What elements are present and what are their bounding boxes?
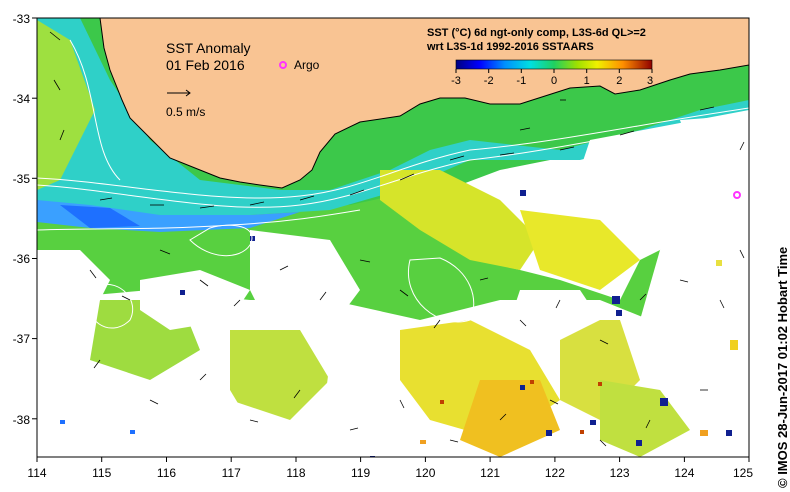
map-title: SST Anomaly bbox=[166, 40, 251, 56]
lon-tick-label: 122 bbox=[545, 466, 565, 480]
ssh-contours bbox=[37, 39, 749, 329]
lon-tick-label: 123 bbox=[610, 466, 630, 480]
plot-frame bbox=[36, 17, 750, 458]
sst-ocean-field bbox=[37, 18, 749, 457]
colorbar-tick-label: 3 bbox=[647, 75, 653, 87]
colorbar-ticks bbox=[455, 69, 653, 73]
lat-tick-label: -38 bbox=[13, 413, 31, 427]
product-info-line2: wrt L3S-1d 1992-2016 SSTAARS bbox=[426, 41, 594, 53]
lat-tick-label: -34 bbox=[13, 92, 31, 106]
lon-tick-label: 115 bbox=[92, 466, 111, 480]
axis-ticks bbox=[32, 17, 750, 462]
lon-tick-label: 116 bbox=[157, 466, 176, 480]
lon-tick-label: 118 bbox=[286, 466, 305, 480]
product-info-line1: SST (°C) 6d ngt-only comp, L3S-6d QL>=2 bbox=[427, 27, 646, 39]
colorbar-tick-label: 1 bbox=[584, 75, 590, 87]
colorbar bbox=[455, 59, 653, 70]
colorbar-tick-label: 2 bbox=[616, 75, 622, 87]
velocity-scale-arrow bbox=[167, 89, 191, 97]
lon-tick-label: 124 bbox=[674, 466, 694, 480]
credit-text: © IMOS 28-Jun-2017 01:02 Hobart Time bbox=[775, 246, 790, 488]
argo-float-marker[interactable] bbox=[733, 191, 741, 199]
colorbar-tick-label: 0 bbox=[551, 75, 557, 87]
lon-tick-label: 120 bbox=[415, 466, 435, 480]
current-vectors bbox=[49, 31, 745, 447]
lat-tick-label: -36 bbox=[13, 252, 31, 266]
velocity-scale-label: 0.5 m/s bbox=[166, 105, 205, 119]
lon-tick-label: 117 bbox=[222, 466, 241, 480]
lat-tick-label: -37 bbox=[13, 332, 31, 346]
map-date: 01 Feb 2016 bbox=[166, 57, 245, 73]
colorbar-tick-label: -2 bbox=[484, 75, 494, 87]
lat-tick-label: -35 bbox=[13, 172, 31, 186]
lon-tick-label: 114 bbox=[27, 466, 46, 480]
colorbar-tick-label: -3 bbox=[451, 75, 461, 87]
argo-legend-label: Argo bbox=[294, 58, 320, 72]
lat-tick-label: -33 bbox=[13, 12, 31, 26]
lon-tick-label: 125 bbox=[733, 466, 753, 480]
colorbar-tick-label: -1 bbox=[516, 75, 526, 87]
argo-legend-icon bbox=[279, 61, 287, 69]
lon-tick-label: 119 bbox=[351, 466, 370, 480]
lon-tick-label: 121 bbox=[480, 466, 500, 480]
